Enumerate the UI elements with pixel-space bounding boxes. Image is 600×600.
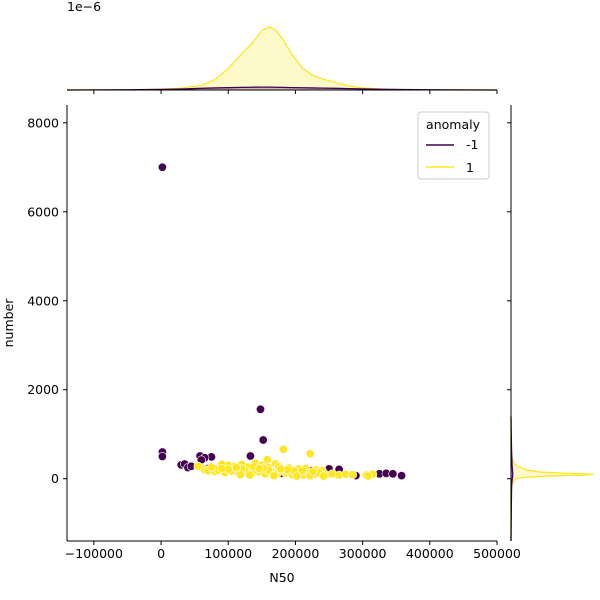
point-anomaly-1 xyxy=(276,464,286,474)
main-plot: −100000 0 100000 200000 300000 400000 500000 0… xyxy=(1,105,521,585)
legend-label-neg1: -1 xyxy=(466,137,478,152)
point-anomaly-1 xyxy=(206,462,216,472)
right-kde-anomaly-1-line xyxy=(510,416,595,541)
y-tick-label: 8000 xyxy=(27,115,59,130)
point-anomaly-1 xyxy=(319,471,329,481)
point-anomaly-1 xyxy=(231,463,241,473)
x-axis-label: N50 xyxy=(269,570,294,585)
y-tick-label: 4000 xyxy=(27,293,59,308)
point-anomaly-neg1 xyxy=(157,162,167,172)
x-tick-label: −100000 xyxy=(65,546,123,561)
x-tick-label: 0 xyxy=(157,546,165,561)
right-marginal xyxy=(507,105,595,542)
point-anomaly-1 xyxy=(254,463,264,473)
point-anomaly-1 xyxy=(269,471,279,481)
x-tick-label: 500000 xyxy=(473,546,521,561)
scatter-points xyxy=(157,162,407,481)
point-anomaly-1 xyxy=(278,444,288,454)
right-marginal-ticks xyxy=(507,122,511,480)
top-kde-layer xyxy=(66,26,498,91)
point-anomaly-1 xyxy=(193,461,203,471)
point-anomaly-1 xyxy=(308,467,318,477)
y-tick-label: 6000 xyxy=(27,204,59,219)
point-anomaly-neg1 xyxy=(388,469,398,479)
y-axis-label: number xyxy=(1,298,16,348)
point-anomaly-neg1 xyxy=(397,471,407,481)
top-marginal: 1e−6 xyxy=(66,0,498,94)
point-anomaly-1 xyxy=(245,470,255,480)
x-tick-label: 300000 xyxy=(339,546,387,561)
point-anomaly-1 xyxy=(235,470,245,480)
top-kde-anomaly-neg1-line xyxy=(66,86,498,91)
point-anomaly-neg1 xyxy=(255,404,265,414)
x-tick-label: 400000 xyxy=(406,546,454,561)
point-anomaly-neg1 xyxy=(157,451,167,461)
point-anomaly-1 xyxy=(292,471,302,481)
point-anomaly-neg1 xyxy=(258,435,268,445)
point-anomaly-1 xyxy=(363,471,373,481)
y-axis-ticks: 0 2000 4000 6000 8000 xyxy=(27,115,67,486)
legend: anomaly -1 1 xyxy=(417,111,490,180)
x-axis-ticks: −100000 0 100000 200000 300000 400000 500000 xyxy=(65,541,521,561)
top-marginal-ticks xyxy=(93,90,498,94)
legend-title: anomaly xyxy=(426,117,481,132)
point-anomaly-1 xyxy=(217,463,227,473)
x-tick-label: 200000 xyxy=(272,546,320,561)
legend-label-1: 1 xyxy=(466,160,474,175)
y-tick-label: 2000 xyxy=(27,382,59,397)
point-anomaly-1 xyxy=(348,470,358,480)
right-kde-layer xyxy=(510,416,595,542)
point-anomaly-1 xyxy=(305,449,315,459)
point-anomaly-neg1 xyxy=(245,451,255,461)
right-kde-anomaly-1-fill xyxy=(511,416,594,541)
point-anomaly-1 xyxy=(297,465,307,475)
top-marginal-scale-label: 1e−6 xyxy=(67,0,101,14)
x-tick-label: 100000 xyxy=(204,546,252,561)
y-tick-label: 0 xyxy=(51,471,59,486)
right-kde-anomaly-neg1-line xyxy=(510,416,514,542)
top-kde-anomaly-1-fill xyxy=(67,26,497,90)
